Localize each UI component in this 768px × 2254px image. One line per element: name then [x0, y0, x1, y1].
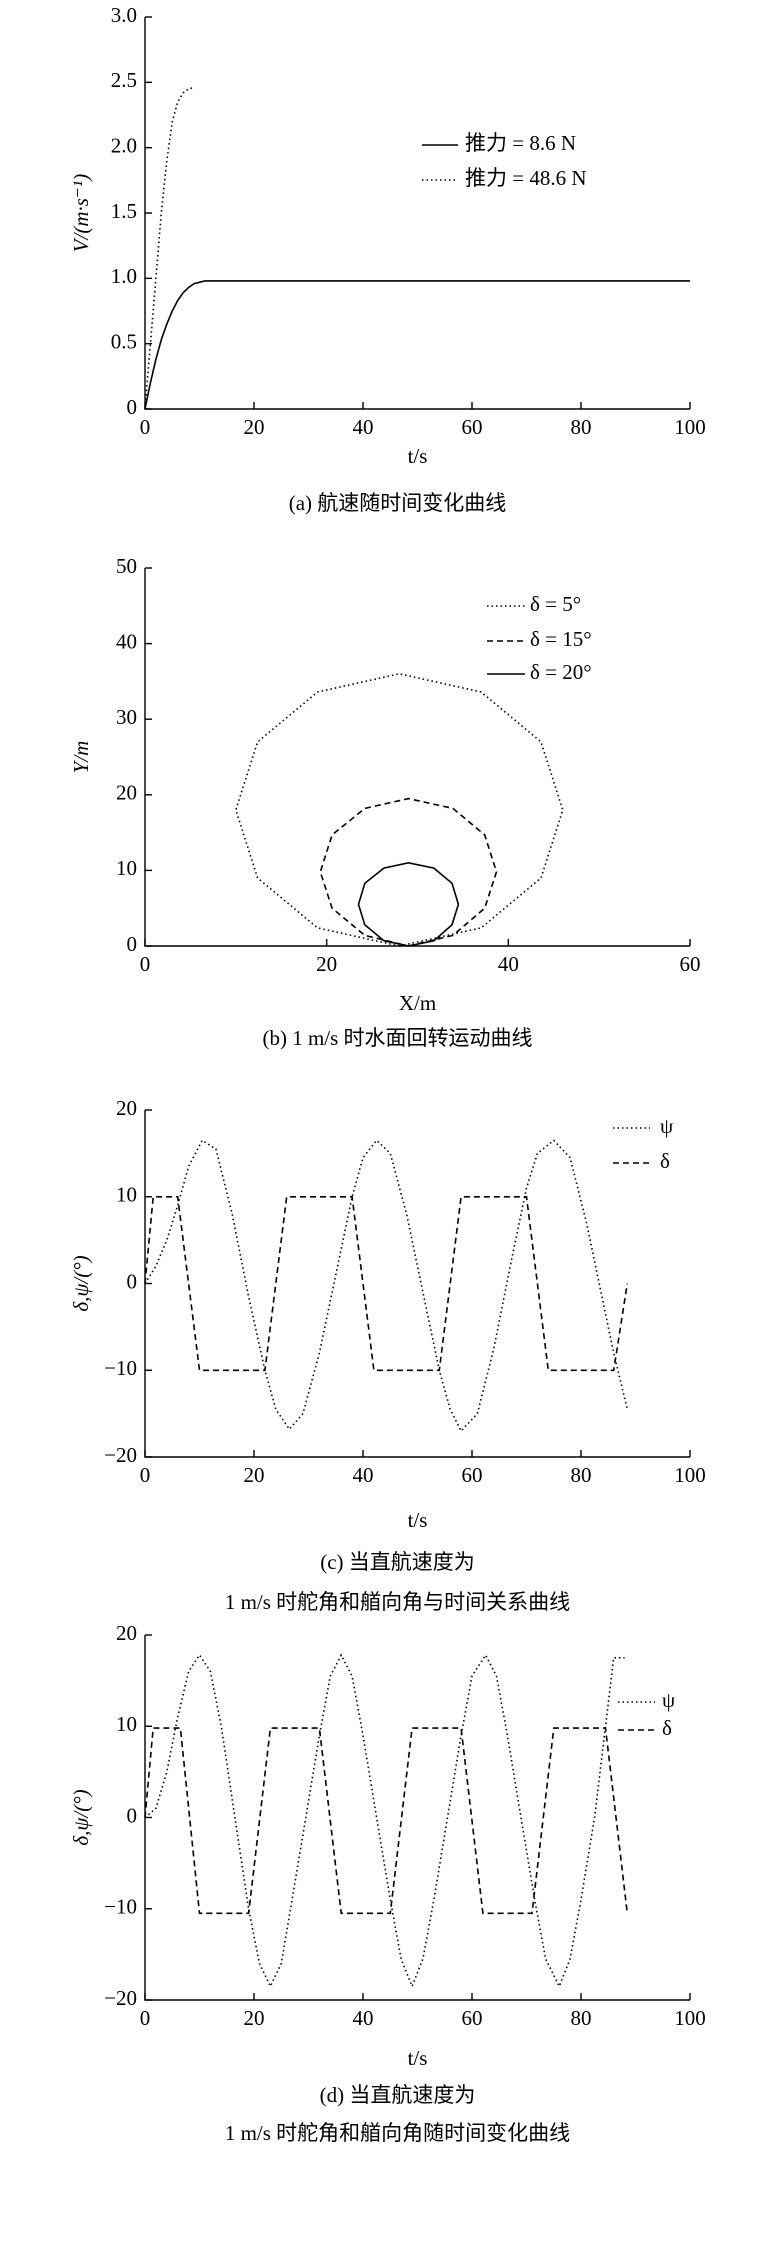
y-tick-label: 50: [116, 554, 137, 578]
y-tick-label: 3.0: [111, 3, 137, 27]
series-line: [319, 797, 498, 947]
y-tick-label: 10: [116, 1183, 137, 1207]
x-tick-label: 40: [353, 2006, 374, 2030]
legend-label: 推力 = 48.6 N: [465, 166, 587, 190]
x-tick-label: 20: [316, 952, 337, 976]
legend-label: δ = 15°: [530, 627, 592, 651]
y-tick-label: 10: [116, 856, 137, 880]
series-line: [234, 672, 564, 947]
caption: 1 m/s 时舵角和艏向角与时间关系曲线: [225, 1590, 570, 1614]
series-line: [144, 86, 195, 410]
x-axis-label: t/s: [408, 1508, 428, 1532]
y-tick-label: 20: [116, 1621, 137, 1645]
x-tick-label: 60: [462, 1463, 483, 1487]
x-tick-label: 0: [140, 2006, 151, 2030]
y-tick-label: 2.5: [111, 68, 137, 92]
y-tick-label: 10: [116, 1712, 137, 1736]
y-tick-label: 0.5: [111, 329, 137, 353]
x-tick-label: 80: [571, 2006, 592, 2030]
y-tick-label: 1.0: [111, 264, 137, 288]
y-tick-label: 20: [116, 1096, 137, 1120]
series-line: [144, 1139, 629, 1433]
axes: [144, 568, 690, 947]
y-tick-label: −10: [104, 1895, 137, 1919]
y-tick-label: 2.0: [111, 133, 137, 157]
series-line: [144, 1653, 625, 1989]
legend-label: δ = 20°: [530, 660, 592, 684]
y-tick-label: −10: [104, 1356, 137, 1380]
y-tick-label: 40: [116, 629, 137, 653]
y-tick-label: 20: [116, 781, 137, 805]
x-tick-label: 20: [244, 2006, 265, 2030]
legend-label: ψ: [662, 1688, 675, 1712]
caption: (c) 当直航速度为: [320, 1550, 475, 1574]
y-tick-label: 30: [116, 705, 137, 729]
axes: [144, 1110, 690, 1458]
series-line: [144, 1727, 629, 1915]
x-tick-label: 40: [353, 415, 374, 439]
x-tick-label: 0: [140, 952, 151, 976]
y-axis-label: Y/m: [69, 741, 93, 774]
x-axis-label: t/s: [408, 2046, 428, 2070]
x-tick-label: 0: [140, 1463, 151, 1487]
x-tick-label: 100: [674, 415, 706, 439]
axes: [144, 17, 690, 410]
caption: 1 m/s 时舵角和艏向角随时间变化曲线: [225, 2121, 570, 2145]
x-tick-label: 60: [462, 415, 483, 439]
legend-label: δ: [662, 1716, 672, 1740]
x-tick-label: 20: [244, 415, 265, 439]
axes: [144, 1635, 690, 2001]
x-tick-label: 0: [140, 415, 151, 439]
y-tick-label: −20: [104, 1986, 137, 2010]
x-tick-label: 80: [571, 415, 592, 439]
x-tick-label: 40: [498, 952, 519, 976]
x-tick-label: 20: [244, 1463, 265, 1487]
legend-label: 推力 = 8.6 N: [465, 131, 576, 155]
y-axis-label: δ,ψ/(°): [69, 1255, 93, 1311]
y-tick-label: 1.5: [111, 199, 137, 223]
x-tick-label: 80: [571, 1463, 592, 1487]
x-tick-label: 40: [353, 1463, 374, 1487]
y-tick-label: 0: [127, 1803, 138, 1827]
x-axis-label: t/s: [408, 444, 428, 468]
x-tick-label: 60: [462, 2006, 483, 2030]
series-line: [144, 280, 690, 410]
series-line: [144, 1196, 629, 1372]
caption: (b) 1 m/s 时水面回转运动曲线: [262, 1026, 532, 1050]
legend-label: δ: [660, 1149, 670, 1173]
y-tick-label: 0: [127, 1269, 138, 1293]
y-axis-label: V/(m·s⁻¹): [69, 174, 93, 253]
x-axis-label: X/m: [399, 991, 436, 1015]
x-tick-label: 100: [674, 1463, 706, 1487]
y-axis-label: δ,ψ/(°): [69, 1789, 93, 1845]
legend-label: ψ: [660, 1114, 673, 1138]
x-tick-label: 100: [674, 2006, 706, 2030]
legend-label: δ = 5°: [530, 592, 581, 616]
caption: (a) 航速随时间变化曲线: [289, 491, 507, 515]
x-tick-label: 60: [680, 952, 701, 976]
series-line: [357, 861, 460, 947]
caption: (d) 当直航速度为: [320, 2083, 476, 2107]
y-tick-label: −20: [104, 1443, 137, 1467]
y-tick-label: 0: [127, 395, 138, 419]
y-tick-label: 0: [127, 932, 138, 956]
